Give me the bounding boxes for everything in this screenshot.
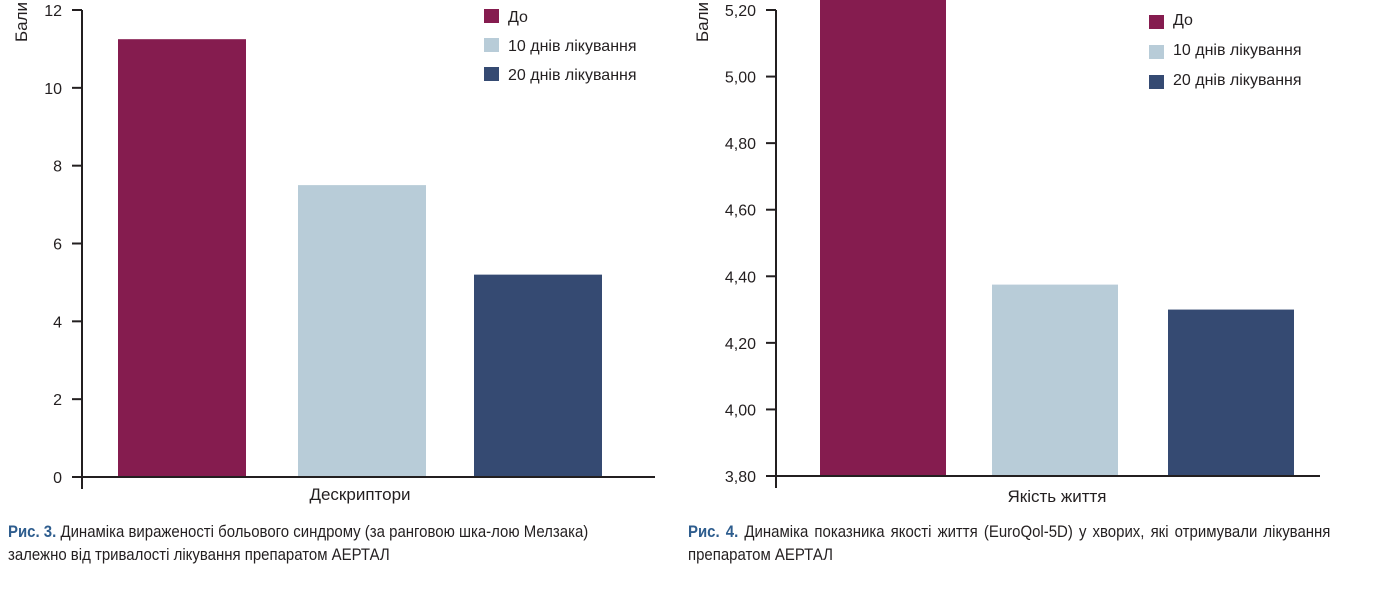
y-axis-label: Бали [12,2,31,42]
figure-4: 3,80 4,00 4,20 4,40 4,60 4,80 5,00 5,20 Бали Якіс… [680,0,1380,590]
legend-label-1: До [508,9,528,26]
y-axis-label: Бали [693,2,712,42]
y-tick-label: 4,40 [725,269,756,286]
legend-swatch-2 [484,38,499,52]
bar-1 [820,0,946,476]
legend-label-1: До [1173,12,1193,29]
bar-3 [1168,309,1294,476]
y-tick-label: 5,00 [725,70,756,87]
figure-3-caption: Рис. 3. Динаміка вираженості больового с… [8,520,642,566]
figure-4-caption: Рис. 4. Динаміка показника якості життя … [688,520,1330,566]
y-tick-label: 4,60 [725,203,756,220]
y-tick-label: 8 [53,159,62,176]
y-tick-label: 0 [53,470,62,487]
y-tick-label: 4,00 [725,402,756,419]
bar-1 [118,39,246,477]
y-tick-label: 5,20 [725,3,756,20]
x-axis-label: Дескриптори [309,485,410,504]
chart-quality-of-life: 3,80 4,00 4,20 4,40 4,60 4,80 5,00 5,20 Бали Якіс… [693,0,1320,506]
legend-swatch-2 [1149,45,1164,59]
figure-4-caption-text: Динаміка показника якості життя (EuroQol… [688,522,1331,564]
y-tick-label: 12 [44,3,62,20]
y-tick-label: 10 [44,81,62,98]
figure-4-label: Рис. 4. [688,522,739,541]
figure-3: 0 2 4 6 8 10 12 Бали Дескриптори До 10 днів лікува… [0,0,670,590]
figure-3-caption-text: Динаміка вираженості больового синдрому … [8,522,589,564]
y-tick-label: 4,80 [725,136,756,153]
legend-swatch-3 [484,67,499,81]
legend-swatch-1 [484,9,499,23]
legend-label-3: 20 днів лікування [508,67,637,84]
y-tick-label: 6 [53,237,62,254]
y-tick-label: 3,80 [725,469,756,486]
bar-2 [992,284,1118,476]
y-tick-label: 4 [53,314,62,331]
legend-label-2: 10 днів лікування [1173,42,1302,59]
y-tick-label: 2 [53,392,62,409]
bar-3 [474,274,602,477]
figure-3-label: Рис. 3. [8,522,57,541]
legend-label-3: 20 днів лікування [1173,72,1302,89]
legend-swatch-1 [1149,15,1164,29]
y-tick-label: 4,20 [725,336,756,353]
legend-label-2: 10 днів лікування [508,38,637,55]
bar-2 [298,185,426,477]
x-axis-label: Якість життя [1007,487,1106,506]
chart-pain-syndrome: 0 2 4 6 8 10 12 Бали Дескриптори До 10 днів лікува… [12,2,655,504]
legend-swatch-3 [1149,75,1164,89]
